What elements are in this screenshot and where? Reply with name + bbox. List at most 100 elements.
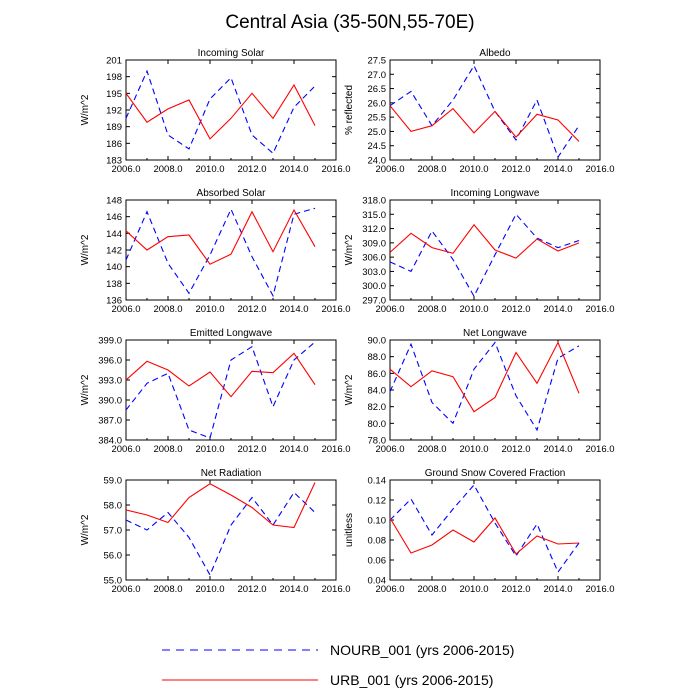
panels: Incoming Solar W/m^2 2006.0 2008.0 2010.0 201… [80,48,615,595]
y-tick-label: 192 [106,106,122,117]
y-tick-label: 25.0 [368,127,387,138]
y-tick-label: 138 [106,279,122,290]
x-tick-label: 2006.0 [111,304,140,315]
x-tick-label: 2016.0 [321,584,350,595]
y-tick-label: 384.0 [98,436,122,447]
x-tick-label: 2014.0 [543,584,572,595]
series-line-urb [389,517,580,555]
x-tick-label: 2012.0 [237,444,266,455]
x-tick-label: 2016.0 [321,304,350,315]
y-tick-label: 148 [106,196,122,207]
x-tick-label: 2012.0 [501,444,530,455]
x-tick-label: 2016.0 [321,164,350,175]
x-tick-label: 2008.0 [417,444,446,455]
y-tick-label: 57.0 [104,526,123,537]
y-tick-label: 315.0 [362,210,386,221]
y-axis-label: W/m^2 [80,514,91,545]
series-line-nourb [125,69,316,155]
y-tick-label: 393.0 [98,376,122,387]
series-line-nourb [389,64,580,159]
x-tick-label: 2012.0 [501,584,530,595]
y-tick-label: 27.5 [368,56,387,67]
y-tick-label: 0.06 [368,556,387,567]
y-tick-label: 24.0 [368,156,387,167]
y-tick-label: 0.12 [368,496,387,507]
y-tick-label: 189 [106,122,122,133]
panel-title: Incoming Longwave [451,188,540,199]
x-tick-label: 2012.0 [237,584,266,595]
series-line-urb [389,341,580,413]
plot-frame [389,479,601,581]
x-tick-label: 2010.0 [459,444,488,455]
y-tick-label: 198 [106,72,122,83]
x-tick-label: 2010.0 [195,304,224,315]
panel-title: Albedo [479,48,511,59]
panel-title: Net Radiation [201,468,262,479]
series-line-nourb [125,341,316,439]
x-tick-label: 2010.0 [459,164,488,175]
x-tick-label: 2014.0 [279,164,308,175]
y-tick-label: 84.0 [368,386,387,397]
panel-title: Incoming Solar [198,48,265,59]
panel-8: Ground Snow Covered Fraction unitless 2006… [344,468,615,595]
y-tick-label: 390.0 [98,396,122,407]
x-tick-label: 2008.0 [417,584,446,595]
y-tick-label: 78.0 [368,436,387,447]
y-tick-label: 186 [106,139,122,150]
x-tick-label: 2008.0 [153,304,182,315]
y-tick-label: 201 [106,56,122,67]
x-tick-label: 2012.0 [237,304,266,315]
x-tick-label: 2016.0 [585,304,614,315]
x-tick-label: 2006.0 [111,164,140,175]
x-tick-label: 2012.0 [501,164,530,175]
series-line-urb [389,105,580,142]
y-tick-label: 136 [106,296,122,307]
y-axis-label: W/m^2 [344,374,355,405]
x-tick-label: 2006.0 [111,444,140,455]
series-line-nourb [125,207,316,298]
panel-title: Ground Snow Covered Fraction [425,468,566,479]
y-tick-label: 56.0 [104,551,123,562]
y-tick-label: 0.14 [368,476,387,487]
plot-frame [125,59,337,161]
panel-2: Albedo % reflected 2006.0 2008.0 2010.0 2012.… [344,48,615,175]
series-line-nourb [389,484,580,574]
series-line-urb [125,83,316,140]
y-tick-label: 309.0 [362,238,386,249]
y-axis-label: W/m^2 [80,234,91,265]
y-axis-label: % reflected [344,85,355,135]
y-tick-label: 195 [106,89,122,100]
panel-title: Net Longwave [463,328,527,339]
x-tick-label: 2006.0 [375,444,404,455]
series-line-urb [125,352,316,398]
panel-3: Absorbed Solar W/m^2 2006.0 2008.0 2010.0 201… [80,188,351,315]
y-axis-label: W/m^2 [80,374,91,405]
x-tick-label: 2006.0 [375,584,404,595]
x-tick-label: 2006.0 [375,304,404,315]
panel-5: Emitted Longwave W/m^2 2006.0 2008.0 2010.0 2… [80,328,351,455]
x-tick-label: 2014.0 [279,304,308,315]
x-tick-label: 2008.0 [417,164,446,175]
series-line-urb [389,223,580,259]
y-axis-label: W/m^2 [344,234,355,265]
y-tick-label: 90.0 [368,336,387,347]
legend: NOURB_001 (yrs 2006-2015) URB_001 (yrs 2… [162,642,514,688]
panel-4: Incoming Longwave W/m^2 2006.0 2008.0 2010.0… [344,188,615,315]
x-tick-label: 2016.0 [585,444,614,455]
y-tick-label: 297.0 [362,296,386,307]
x-tick-label: 2012.0 [501,304,530,315]
y-tick-label: 80.0 [368,419,387,430]
x-tick-label: 2010.0 [195,584,224,595]
y-tick-label: 303.0 [362,267,386,278]
y-tick-label: 318.0 [362,196,386,207]
x-tick-label: 2016.0 [321,444,350,455]
y-tick-label: 399.0 [98,336,122,347]
x-tick-label: 2010.0 [459,304,488,315]
y-axis-label: W/m^2 [80,94,91,125]
x-tick-label: 2008.0 [153,584,182,595]
y-tick-label: 58.0 [104,501,123,512]
y-tick-label: 82.0 [368,402,387,413]
x-tick-label: 2008.0 [153,444,182,455]
x-tick-label: 2008.0 [417,304,446,315]
